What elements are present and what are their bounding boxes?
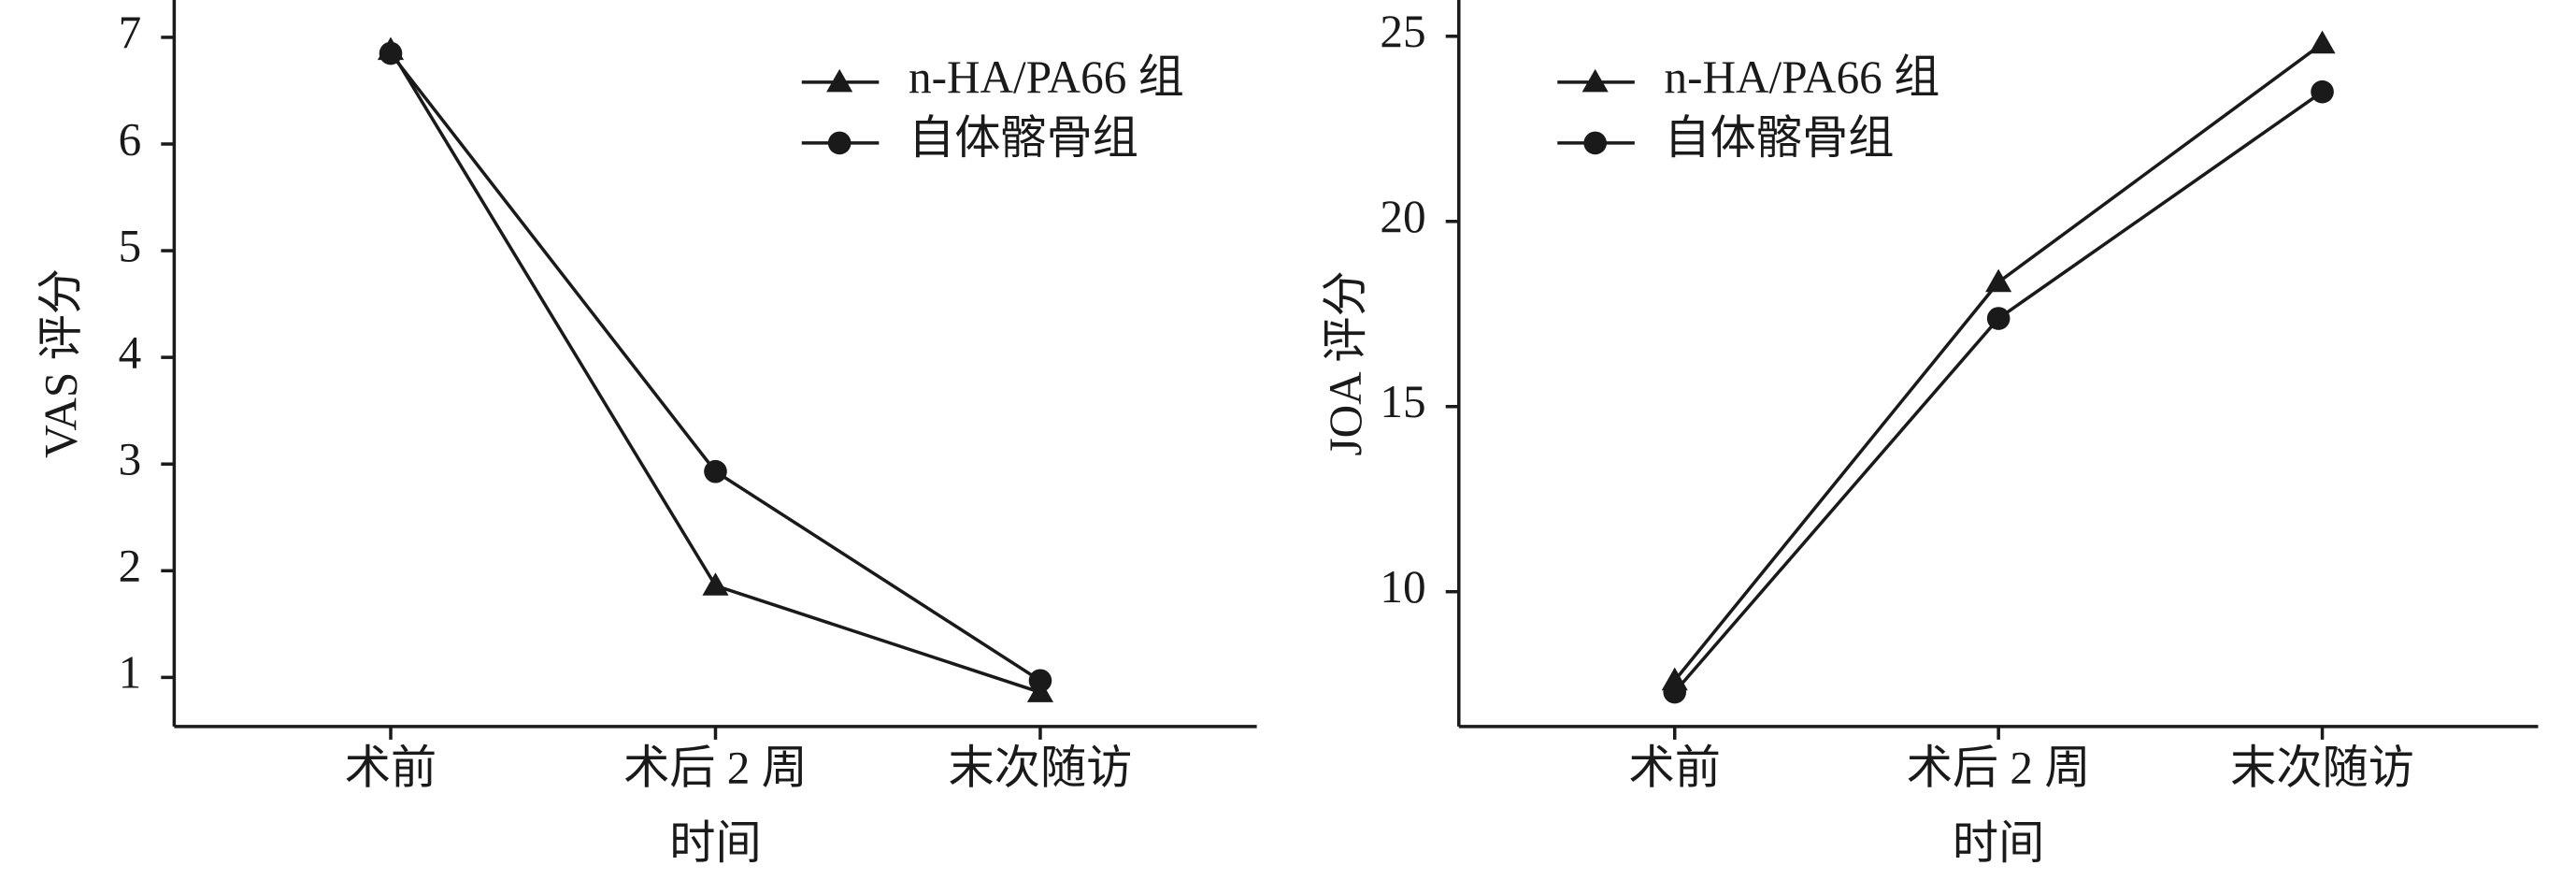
y-tick-label: 1 [119, 647, 142, 699]
x-tick-label: 术前 [1629, 742, 1721, 793]
y-tick-label: 20 [1380, 191, 1425, 242]
legend-marker [826, 68, 853, 93]
data-point [1028, 669, 1052, 693]
y-tick-label: 10 [1380, 561, 1425, 613]
data-point [702, 572, 729, 596]
y-tick-label: 2 [119, 541, 142, 592]
legend-marker [1581, 68, 1609, 93]
legend-label: 自体髂骨组 [1664, 112, 1894, 164]
legend-label: 自体髂骨组 [909, 112, 1138, 164]
x-tick-label: 末次随访 [2230, 742, 2414, 793]
legend-marker [827, 131, 852, 155]
y-tick-label: 5 [119, 220, 142, 271]
y-tick-label: 25 [1380, 6, 1425, 57]
data-point [2311, 79, 2334, 104]
x-tick-label: 术后 2 周 [1907, 742, 2091, 793]
data-point [2309, 30, 2336, 54]
x-axis-title: 时间 [1953, 817, 2044, 869]
y-tick-label: 15 [1380, 376, 1425, 427]
data-point [704, 459, 727, 483]
data-point [1663, 680, 1687, 704]
legend-label: n-HA/PA66 组 [1664, 51, 1939, 103]
data-point [1986, 307, 2011, 330]
data-point [1985, 268, 2012, 293]
y-axis-title: JOA 评分 [1320, 270, 1371, 455]
x-axis-title: 时间 [669, 817, 761, 869]
y-tick-label: 6 [119, 113, 142, 165]
y-tick-label: 3 [119, 434, 142, 485]
x-tick-label: 末次随访 [949, 742, 1133, 793]
y-axis-title: VAS 评分 [36, 268, 87, 458]
legend-marker [1583, 131, 1607, 155]
y-tick-label: 4 [119, 326, 142, 378]
x-tick-label: 术前 [345, 742, 436, 793]
data-point [379, 41, 403, 65]
legend-label: n-HA/PA66 组 [909, 51, 1184, 103]
series-line [1673, 90, 2324, 694]
y-tick-label: 7 [119, 7, 142, 58]
x-tick-label: 术后 2 周 [623, 742, 808, 793]
